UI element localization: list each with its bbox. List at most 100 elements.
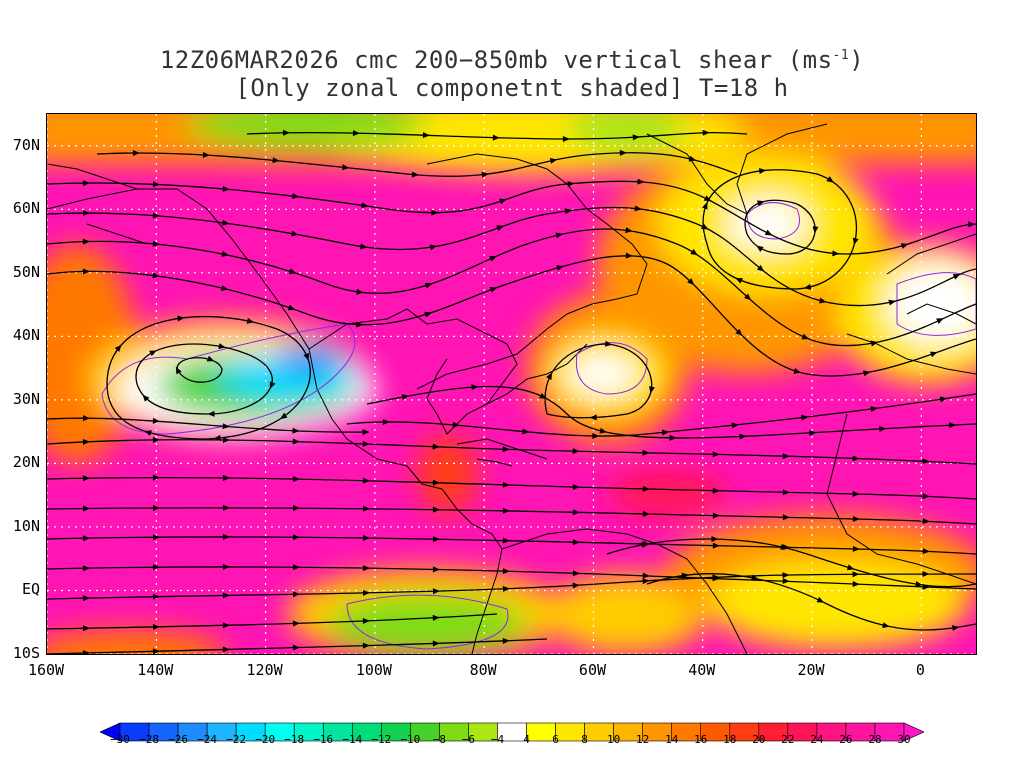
streamline-arrowhead [572,570,580,577]
streamline-arrowhead [739,433,747,440]
colorbar-label: −6 [461,733,476,746]
streamline-arrowhead [432,566,440,573]
streamline-arrowhead [782,453,790,460]
colorbar-label: −8 [432,733,447,746]
streamline-arrowhead [712,487,720,494]
streamline-arrowhead [870,406,878,413]
colorbar-label: −26 [168,733,188,746]
lon-label: 140W [137,661,174,679]
streamline-arrowhead [292,438,300,445]
streamline-arrowhead [489,287,498,293]
colorbar-label: −4 [490,733,505,746]
lat-label: 60N [12,199,40,218]
streamline-arrowhead [152,623,160,630]
streamline-arrowhead [549,157,558,164]
lat-lon-grid [47,114,976,654]
streamline-arrowhead [632,134,640,141]
streamline-arrowhead [879,425,887,432]
streamline-arrowhead [952,274,961,280]
colorbar-label: 12 [636,733,650,746]
streamline-arrowhead [82,268,90,275]
streamline-arrowhead [152,564,160,571]
streamline-arrowhead [572,509,580,516]
streamline-arrowhead [572,483,580,490]
streamline-arrowhead [292,476,300,483]
streamline-arrowhead [82,505,90,512]
streamline-arrowhead [222,646,230,653]
streamline-arrowhead [556,265,564,271]
streamline-arrowhead [702,129,710,136]
streamline-arrowhead [642,578,650,585]
streamline-arrowhead [922,548,930,555]
streamline-arrowhead [700,223,709,230]
streamline-arrowhead [218,343,226,350]
streamline-arrowhead [246,317,255,324]
streamline-arrowhead [152,181,160,188]
lon-label: 160W [27,661,65,679]
streamline-arrowhead [291,230,299,237]
lat-label: 30N [12,389,40,408]
lat-label: 40N [12,326,40,345]
streamlines [47,131,976,654]
streamline-arrowhead [269,381,276,389]
streamline-arrowhead [759,167,767,174]
streamline-arrowhead [152,240,160,247]
streamline-arrowhead [846,564,855,571]
streamline-arrowhead [292,193,300,200]
streamline-arrowhead [809,429,817,436]
streamline-arrowhead [502,585,510,592]
streamline-arrowhead [222,219,230,226]
streamline-arrowhead [82,415,90,422]
streamline-arrowhead [272,157,280,164]
streamline-arrowhead [852,545,860,552]
streamline-arrowhead [852,580,860,587]
streamline-arrowhead [939,396,948,403]
streamline-arrowhead [292,427,300,434]
streamline-arrowhead [634,205,642,212]
streamline-arrowhead [522,428,530,435]
lat-label: 50N [12,262,40,281]
lon-label: 40W [688,661,716,679]
streamline-arrowhead [852,571,860,578]
streamline-arrowhead [206,355,215,362]
title-line-1: 12Z06MAR2026 cmc 200−850mb vertical shea… [0,46,1024,74]
streamline-arrowhead [882,622,890,629]
streamline-arrowhead [852,515,860,522]
colorbar-label: −12 [371,733,392,746]
colorbar-label: −18 [284,733,305,746]
streamline-arrowhead [922,458,930,465]
shear-field-shading [47,114,976,654]
streamline-arrowhead [915,581,923,588]
streamline-arrowhead [222,563,230,570]
streamline-arrowhead [432,614,440,621]
streamline-arrowhead [222,474,230,481]
lon-label: 60W [578,661,607,679]
streamline-arrowhead [342,164,350,171]
streamline-arrowhead [288,268,297,275]
streamline-arrowhead [356,288,364,295]
streamline-arrowhead [701,202,708,210]
streamline-arrowhead [152,534,160,541]
lat-label: 10N [12,516,40,535]
streamline-arrowhead [922,518,930,525]
colorbar-label: 10 [607,733,621,746]
colorbar-label: 18 [723,733,737,746]
streamline-arrowhead [132,150,140,157]
streamline-arrowhead [751,574,759,581]
streamline-arrowhead [681,572,689,579]
lat-label: 20N [12,453,40,472]
streamline-arrowhead [360,243,368,250]
streamline-arrowhead [744,293,752,301]
streamline-arrowhead [222,622,230,629]
streamline-arrowhead [949,422,957,429]
streamline-arrowhead [599,427,607,434]
streamline-arrowhead [152,212,160,219]
streamline-arrowhead [152,436,160,443]
streamline-arrowhead [152,593,160,600]
colorbar-label: 20 [752,733,766,746]
streamline-arrowhead [82,210,90,217]
colorbar-label: 14 [665,733,679,746]
lat-label: 10S [12,644,40,662]
streamline-arrowhead [82,565,90,572]
streamline-arrowhead [641,542,649,548]
